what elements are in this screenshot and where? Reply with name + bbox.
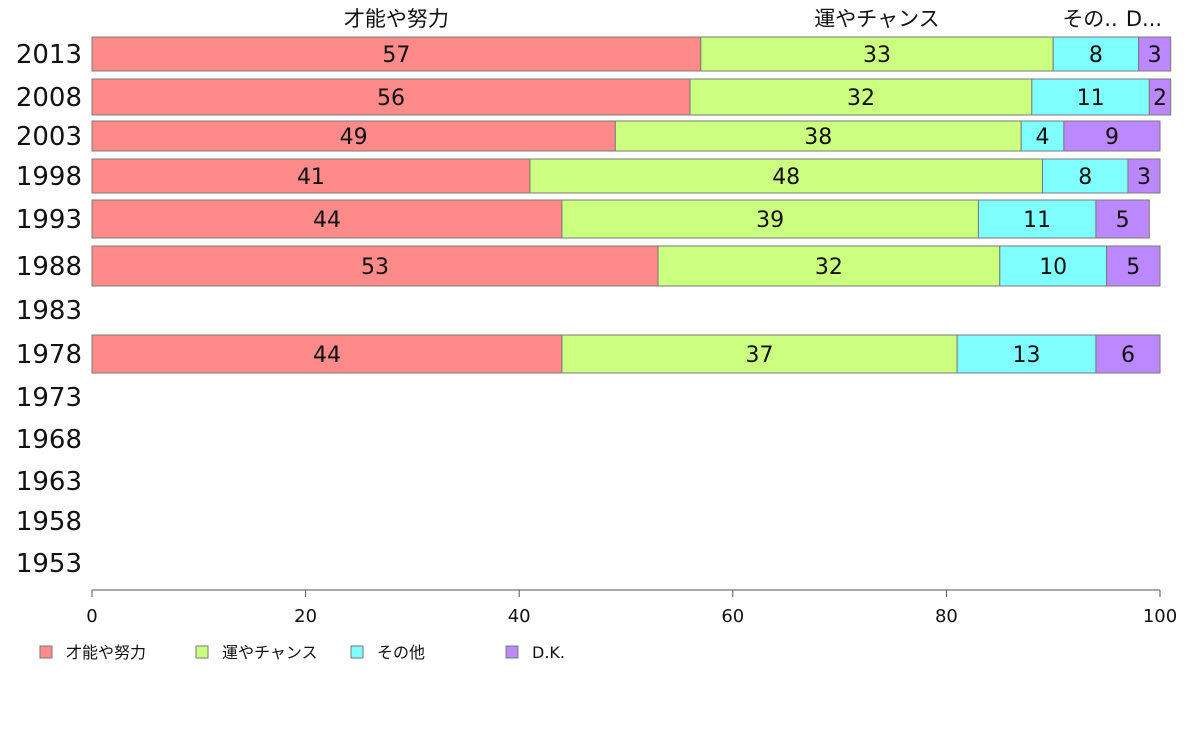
legend-swatch (39, 645, 53, 659)
bar-value-label: 49 (340, 125, 368, 150)
series-heading: その.. (1062, 7, 1117, 31)
bar-value-label: 33 (863, 43, 891, 68)
bar-segment (999, 245, 1108, 287)
bar-segment (91, 78, 691, 116)
bar-segment (1095, 199, 1150, 239)
bar-segment (91, 334, 563, 374)
bar-segment (91, 120, 616, 152)
x-tick-label: 80 (935, 606, 958, 627)
bar-segment (1095, 334, 1161, 374)
bar-segment (561, 334, 958, 374)
year-label: 1993 (16, 205, 82, 235)
bar-segment (657, 245, 1001, 287)
year-label: 1958 (16, 507, 82, 537)
bar-segment (91, 36, 702, 72)
series-heading: D... (1126, 7, 1162, 31)
bar-segment (91, 158, 531, 194)
bar-value-label: 48 (772, 165, 800, 190)
year-label: 2003 (16, 122, 82, 152)
legend-swatch (505, 645, 519, 659)
bar-value-label: 4 (1036, 125, 1050, 150)
bar-value-label: 39 (756, 208, 784, 233)
x-tick-label: 60 (721, 606, 744, 627)
bar-value-label: 3 (1148, 43, 1162, 68)
bar-segment (1127, 158, 1161, 194)
legend-label: D.K. (532, 643, 565, 662)
year-label: 2008 (16, 83, 82, 113)
x-tick-label: 40 (508, 606, 531, 627)
bar-segment (561, 199, 979, 239)
bar-value-label: 32 (815, 255, 843, 280)
legend-label: 才能や努力 (66, 643, 146, 662)
bar-segment (91, 245, 659, 287)
legend-label: その他 (377, 643, 425, 662)
bar-value-label: 8 (1078, 165, 1092, 190)
year-label: 1983 (16, 296, 82, 326)
year-label: 1973 (16, 383, 82, 413)
series-heading: 運やチャンス (814, 7, 939, 31)
bar-value-label: 44 (313, 208, 341, 233)
bar-segment (614, 120, 1022, 152)
year-label: 1988 (16, 252, 82, 282)
bar-segment (1020, 120, 1065, 152)
bar-segment (1042, 158, 1129, 194)
x-tick-label: 100 (1143, 606, 1177, 627)
bar-value-label: 38 (804, 125, 832, 150)
x-tick-label: 20 (294, 606, 317, 627)
bar-value-label: 32 (847, 86, 875, 111)
bar-value-label: 5 (1116, 208, 1130, 233)
bar-value-label: 56 (377, 86, 405, 111)
year-label: 1953 (16, 549, 82, 579)
legend-swatch (350, 645, 364, 659)
bar-segment (1031, 78, 1150, 116)
bar-value-label: 13 (1013, 343, 1041, 368)
bar-value-label: 11 (1023, 208, 1051, 233)
year-label: 1978 (16, 340, 82, 370)
bar-value-label: 5 (1126, 255, 1140, 280)
bar-value-label: 2 (1153, 86, 1167, 111)
year-label: 1963 (16, 467, 82, 497)
legend-label: 運やチャンス (222, 643, 318, 662)
year-label: 1968 (16, 425, 82, 455)
bar-value-label: 41 (297, 165, 325, 190)
year-label: 2013 (16, 40, 82, 70)
year-label: 1998 (16, 162, 82, 192)
bar-value-label: 3 (1137, 165, 1151, 190)
series-heading: 才能や努力 (344, 7, 449, 31)
bar-segment (529, 158, 1044, 194)
legend-swatch (195, 645, 209, 659)
bar-value-label: 6 (1121, 343, 1135, 368)
bar-value-label: 10 (1039, 255, 1067, 280)
bar-value-label: 11 (1077, 86, 1105, 111)
bar-value-label: 57 (382, 43, 410, 68)
bar-segment (1138, 36, 1172, 72)
bar-value-label: 8 (1089, 43, 1103, 68)
bar-segment (689, 78, 1033, 116)
bar-value-label: 9 (1105, 125, 1119, 150)
bar-segment (1052, 36, 1140, 72)
bar-segment (977, 199, 1097, 239)
bar-segment (1148, 78, 1172, 116)
bar-value-label: 37 (746, 343, 774, 368)
bar-segment (1063, 120, 1161, 152)
bar-value-label: 44 (313, 343, 341, 368)
bar-segment (956, 334, 1097, 374)
bar-value-label: 53 (361, 255, 389, 280)
bar-segment (91, 199, 563, 239)
bar-segment (1106, 245, 1161, 287)
x-tick-label: 0 (86, 606, 97, 627)
bar-segment (700, 36, 1054, 72)
